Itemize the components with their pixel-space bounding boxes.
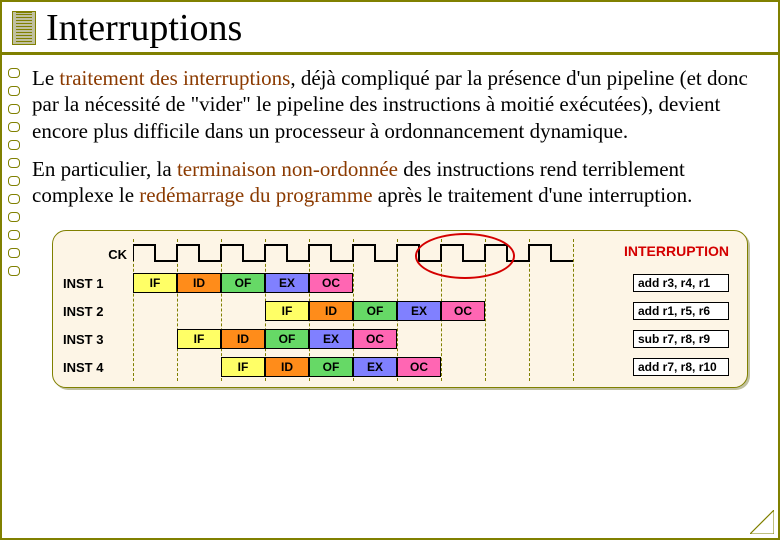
stage-oc: OC <box>397 357 441 377</box>
pipeline-row: INST 2IFIDOFEXOCadd r1, r5, r6 <box>63 297 737 325</box>
row-label: INST 3 <box>63 332 133 347</box>
row-cells: IFIDOFEXOC <box>133 272 573 294</box>
pipeline-slot <box>133 301 177 321</box>
stage-if: IF <box>265 301 309 321</box>
pipeline-slot <box>529 357 573 377</box>
stage-oc: OC <box>353 329 397 349</box>
pipeline-slot <box>397 273 441 293</box>
pipeline-slot <box>133 357 177 377</box>
stage-of: OF <box>221 273 265 293</box>
p1-t1: Le <box>32 66 59 90</box>
pipeline-slot <box>485 357 529 377</box>
stage-id: ID <box>221 329 265 349</box>
pipeline-slot <box>441 357 485 377</box>
clock-waveform <box>133 241 573 267</box>
page-corner-fold <box>750 510 774 534</box>
pipeline-slot <box>485 273 529 293</box>
p1-hl1: traitement des interruptions <box>59 66 290 90</box>
row-cells: IFIDOFEXOC <box>133 328 573 350</box>
pipeline-slot <box>529 329 573 349</box>
pipeline-slot <box>485 301 529 321</box>
pipeline-slot <box>133 329 177 349</box>
spiral-binding <box>8 68 22 288</box>
paragraph-2: En particulier, la terminaison non-ordon… <box>32 156 758 209</box>
pipeline-rows: INST 1IFIDOFEXOCadd r3, r4, r1INST 2IFID… <box>63 269 737 381</box>
row-instruction: add r7, r8, r10 <box>633 358 729 376</box>
row-label: INST 4 <box>63 360 133 375</box>
row-instruction: add r3, r4, r1 <box>633 274 729 292</box>
pipeline-slot <box>353 273 397 293</box>
pipeline-slot <box>177 301 221 321</box>
stage-ex: EX <box>309 329 353 349</box>
stage-oc: OC <box>441 301 485 321</box>
p2-t1: En particulier, la <box>32 157 177 181</box>
row-label: INST 2 <box>63 304 133 319</box>
stage-ex: EX <box>353 357 397 377</box>
stage-oc: OC <box>309 273 353 293</box>
stage-if: IF <box>177 329 221 349</box>
row-cells: IFIDOFEXOC <box>133 356 573 378</box>
stage-ex: EX <box>397 301 441 321</box>
row-instruction: add r1, r5, r6 <box>633 302 729 320</box>
pipeline-slot <box>221 301 265 321</box>
clock-label: CK <box>63 247 133 262</box>
stage-of: OF <box>265 329 309 349</box>
row-label: INST 1 <box>63 276 133 291</box>
pipeline-slot <box>177 357 221 377</box>
pipeline-diagram: CK INTERRUPTION INST 1IFIDOFEXOCadd r3, … <box>52 230 748 388</box>
row-instruction: sub r7, r8, r9 <box>633 330 729 348</box>
p2-t3: après le traitement d'une interruption. <box>373 183 693 207</box>
paragraph-1: Le traitement des interruptions, déjà co… <box>32 65 758 144</box>
stage-id: ID <box>309 301 353 321</box>
clock-row: CK INTERRUPTION <box>63 239 737 269</box>
stage-of: OF <box>309 357 353 377</box>
stage-id: ID <box>265 357 309 377</box>
p2-hl2: redémarrage du programme <box>139 183 372 207</box>
stage-id: ID <box>177 273 221 293</box>
pipeline-slot <box>441 329 485 349</box>
pipeline-slot <box>397 329 441 349</box>
pipeline-slot <box>529 301 573 321</box>
title-row: Interruptions <box>2 2 778 55</box>
pipeline-slot <box>485 329 529 349</box>
stage-ex: EX <box>265 273 309 293</box>
pipeline-slot <box>441 273 485 293</box>
interruption-label: INTERRUPTION <box>624 243 729 259</box>
pipeline-slot <box>529 273 573 293</box>
title-bullet-icon <box>12 11 36 45</box>
pipeline-row: INST 1IFIDOFEXOC add r3, r4, r1 <box>63 269 737 297</box>
page-title: Interruptions <box>46 6 242 50</box>
pipeline-row: INST 3IFIDOFEXOCsub r7, r8, r9 <box>63 325 737 353</box>
stage-if: IF <box>221 357 265 377</box>
stage-of: OF <box>353 301 397 321</box>
stage-if: IF <box>133 273 177 293</box>
row-cells: IFIDOFEXOC <box>133 300 573 322</box>
slide: Interruptions Le traitement des interrup… <box>0 0 780 540</box>
p2-hl1: terminaison non-ordonnée <box>177 157 398 181</box>
pipeline-row: INST 4IFIDOFEXOCadd r7, r8, r10 <box>63 353 737 381</box>
body-text: Le traitement des interruptions, déjà co… <box>2 55 778 226</box>
